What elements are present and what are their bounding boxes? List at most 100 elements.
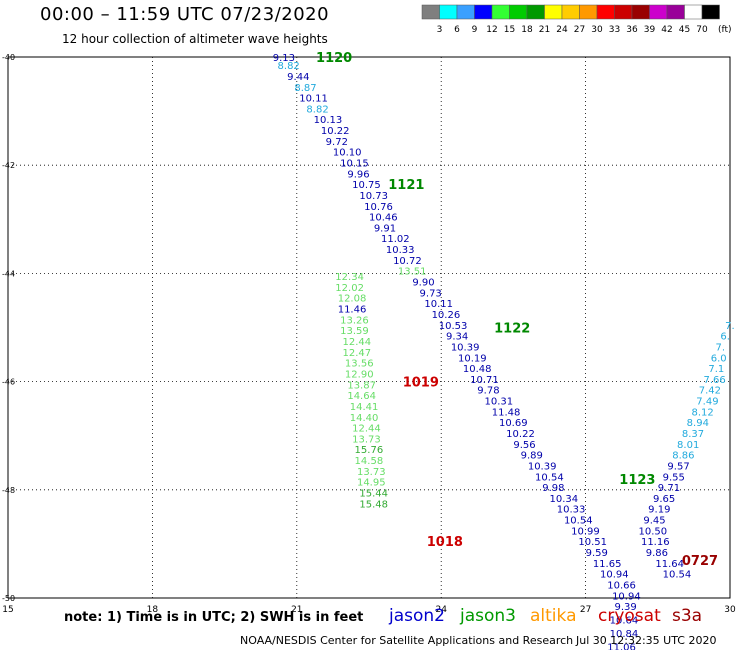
swh-value: 10.54 [535, 472, 564, 483]
swh-value: 8.94 [687, 418, 709, 429]
swh-value: 12.47 [343, 348, 372, 359]
swh-value: 8.86 [672, 451, 694, 462]
swh-value: 8.01 [677, 440, 699, 451]
swh-value: 7. [725, 321, 735, 332]
lat-tick-label: -40 [2, 53, 15, 62]
swh-value: 7.49 [696, 397, 718, 408]
swh-value: 7.66 [704, 375, 726, 386]
swh-value: 13.59 [340, 326, 369, 337]
swh-value: 9.90 [412, 278, 434, 289]
swh-value: 10.11 [299, 94, 328, 105]
swh-value: 10.33 [557, 505, 586, 516]
satellite-altika: altika [530, 606, 577, 626]
swh-value: 6.0 [711, 353, 727, 364]
swh-value: 10.22 [321, 126, 350, 137]
color-legend: 3 6 9 12 15 18 21 24 27 30 33 36 39 42 45 70 (ft) [421, 4, 732, 35]
swh-value: 10.76 [364, 202, 393, 213]
swh-value: 15.76 [355, 445, 384, 456]
swh-value: 10.19 [458, 353, 487, 364]
swh-value: 7.1 [708, 364, 724, 375]
swh-value: 10.51 [578, 537, 607, 548]
swh-value: 11.06 [607, 643, 636, 650]
swh-value: 9.39 [614, 602, 636, 613]
legend-label: 21 [539, 25, 550, 35]
swh-value: 14.41 [350, 402, 379, 413]
swh-value: 10.53 [439, 321, 468, 332]
swh-value: 9.91 [374, 223, 396, 234]
swh-value: 13.73 [357, 467, 386, 478]
pass-label: 1120 [316, 51, 352, 66]
footnote: note: 1) Time is in UTC; 2) SWH is in fe… [64, 610, 364, 625]
legend-label: 45 [679, 25, 690, 35]
swh-value: 10.75 [352, 180, 381, 191]
lon-tick-label: 30 [724, 605, 736, 615]
swh-value: 10.34 [550, 494, 579, 505]
swh-value: 12.08 [338, 294, 367, 305]
swh-value: 7. [716, 342, 726, 353]
swh-value: 8.87 [294, 83, 316, 94]
swh-value: 11.16 [641, 537, 670, 548]
lat-tick-label: -48 [2, 486, 15, 495]
swh-value: 8.37 [682, 429, 704, 440]
page-title: 00:00 – 11:59 UTC 07/23/2020 [40, 4, 330, 25]
swh-value: 9.44 [287, 72, 309, 83]
swh-value: 9.56 [513, 440, 535, 451]
swh-value: 9.96 [347, 169, 369, 180]
cryosat-pass-0727: 7.427.498.128.948.378.018.869.579.559.71… [639, 386, 721, 581]
swh-value: 8.82 [306, 104, 328, 115]
satellite-jason3: jason3 [460, 606, 516, 626]
legend-label: 6 [454, 25, 460, 35]
legend-label: 27 [574, 25, 585, 35]
swh-value: 10.39 [528, 461, 557, 472]
swh-value: 11.46 [338, 305, 367, 316]
lon-tick-label: 21 [291, 605, 302, 615]
lat-tick-label: -50 [2, 594, 15, 603]
lon-tick-label: 27 [580, 605, 591, 615]
swh-value: 11.48 [492, 407, 521, 418]
swh-value: 14.58 [355, 456, 384, 467]
pass-label: 1123 [619, 473, 655, 488]
pass-label: 1122 [494, 322, 530, 337]
swh-value: 10.22 [506, 429, 535, 440]
swh-value: 10.94 [612, 591, 641, 602]
swh-value: 10.99 [571, 526, 600, 537]
swh-value: 10.66 [607, 580, 636, 591]
legend-label: 36 [626, 25, 638, 35]
swh-value: 9.71 [658, 483, 680, 494]
legend-label: 42 [661, 25, 672, 35]
pass-label: 1018 [427, 535, 463, 550]
satellite-s3a: s3a [672, 606, 703, 626]
swh-value: 10.13 [314, 115, 343, 126]
swh-value: 6. [720, 332, 730, 343]
swh-value: 9.89 [521, 451, 543, 462]
swh-value: 14.40 [350, 413, 379, 424]
swh-value: 13.73 [352, 434, 381, 445]
swh-value: 9.19 [648, 505, 670, 516]
swh-value: 15.48 [359, 499, 388, 510]
satellite-cryosat: cryosat [598, 606, 661, 626]
swh-value: 9.34 [446, 332, 468, 343]
legend-label: 3 [437, 25, 443, 35]
swh-value: 10.54 [564, 516, 593, 527]
swh-value: 10.11 [424, 299, 453, 310]
pass-label: 1019 [403, 376, 439, 391]
swh-value: 9.73 [420, 288, 442, 299]
pass-label: 0727 [682, 554, 718, 569]
swh-value: 9.72 [326, 137, 348, 148]
lat-tick-label: -44 [2, 269, 15, 278]
jason2-pass-1120: 9.138.829.448.8710.118.8210.1310.229.721… [273, 53, 641, 650]
lon-tick-label: 24 [435, 605, 447, 615]
swh-value: 14.95 [357, 478, 386, 489]
legend-label: 18 [521, 25, 533, 35]
swh-value: 10.10 [333, 148, 362, 159]
swh-value: 9.55 [663, 472, 685, 483]
swh-value: 10.26 [432, 310, 461, 321]
swh-value: 12.44 [343, 337, 372, 348]
swh-value: 10.72 [393, 256, 422, 267]
swh-value: 14.64 [347, 391, 376, 402]
credit-line: NOAA/NESDIS Center for Satellite Applica… [240, 634, 574, 647]
swh-value: 10.39 [451, 342, 480, 353]
swh-value: 10.31 [485, 397, 514, 408]
timestamp: Jul 30 12:32:35 UTC 2020 [576, 634, 717, 647]
swh-value: 7.42 [699, 386, 721, 397]
